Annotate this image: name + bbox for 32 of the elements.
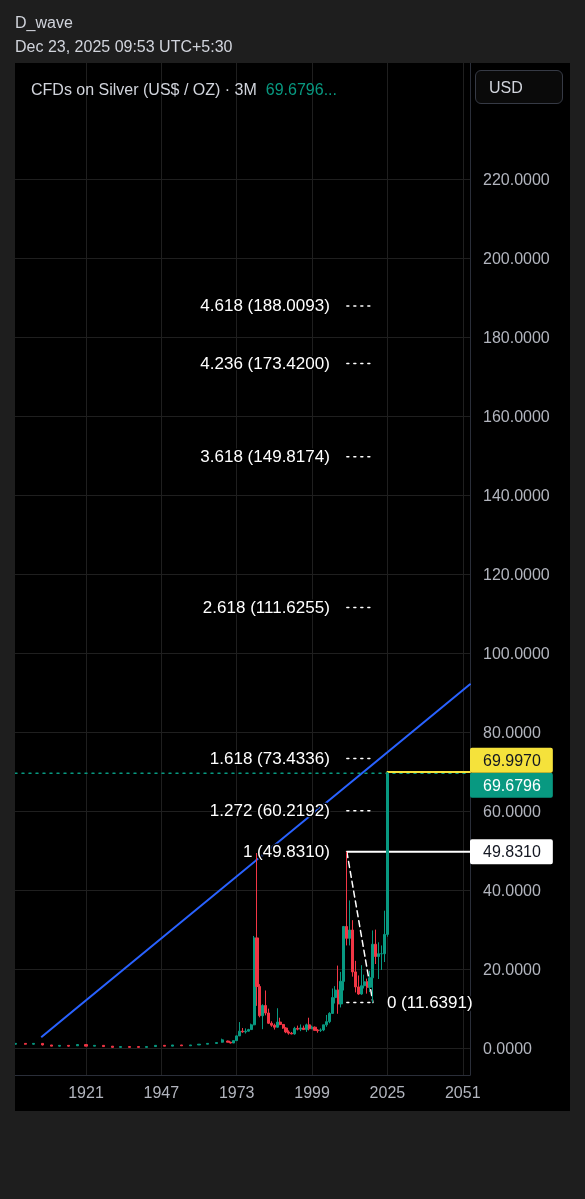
- y-tick-label: 0.0000: [483, 1040, 533, 1058]
- y-tick-label: 220.0000: [483, 171, 550, 189]
- text: CFDs on Silver (US$ / OZ) · 3M: [31, 80, 257, 98]
- y-tick-label: 120.0000: [483, 566, 550, 584]
- x-tick-label: 1947: [143, 1083, 180, 1101]
- data-label: 2.618 (111.6255): [202, 598, 330, 618]
- data-label: 4.236 (173.4200): [200, 354, 330, 374]
- x-tick-label: 1999: [294, 1083, 330, 1101]
- y-tick-label: 40.0000: [483, 882, 541, 900]
- y-tick-label: 180.0000: [483, 329, 550, 347]
- y-tick-label: 80.0000: [483, 724, 541, 742]
- text: 69.6796...: [265, 80, 337, 98]
- data-label: 1.618 (73.4336): [209, 748, 330, 768]
- data-label: 3.618 (149.8174): [200, 447, 330, 467]
- data-label: 0 (11.6391): [386, 993, 473, 1013]
- text: D_wave: [15, 13, 74, 33]
- y-tick-label: 20.0000: [483, 961, 541, 979]
- data-label: 4.618 (188.0093): [200, 296, 330, 316]
- y-tick-label: 160.0000: [483, 408, 550, 426]
- x-tick-label: 1921: [68, 1083, 104, 1101]
- y-axis-title: USD: [475, 70, 563, 104]
- y-tick-label: 100.0000: [483, 645, 550, 663]
- x-tick-label: 1973: [218, 1083, 255, 1101]
- text: Dec 23, 2025 09:53 UTC+5:30: [15, 37, 233, 57]
- data-label: 49.8310: [483, 843, 541, 861]
- x-tick-label: 2025: [369, 1083, 406, 1101]
- x-tick-label: 2051: [444, 1083, 481, 1101]
- y-tick-label: 60.0000: [483, 803, 541, 821]
- y-tick-label: 140.0000: [483, 487, 550, 505]
- ref-line-label: 69.6796: [483, 776, 541, 794]
- data-label: 69.9970: [483, 751, 541, 769]
- y-tick-label: 200.0000: [483, 250, 550, 268]
